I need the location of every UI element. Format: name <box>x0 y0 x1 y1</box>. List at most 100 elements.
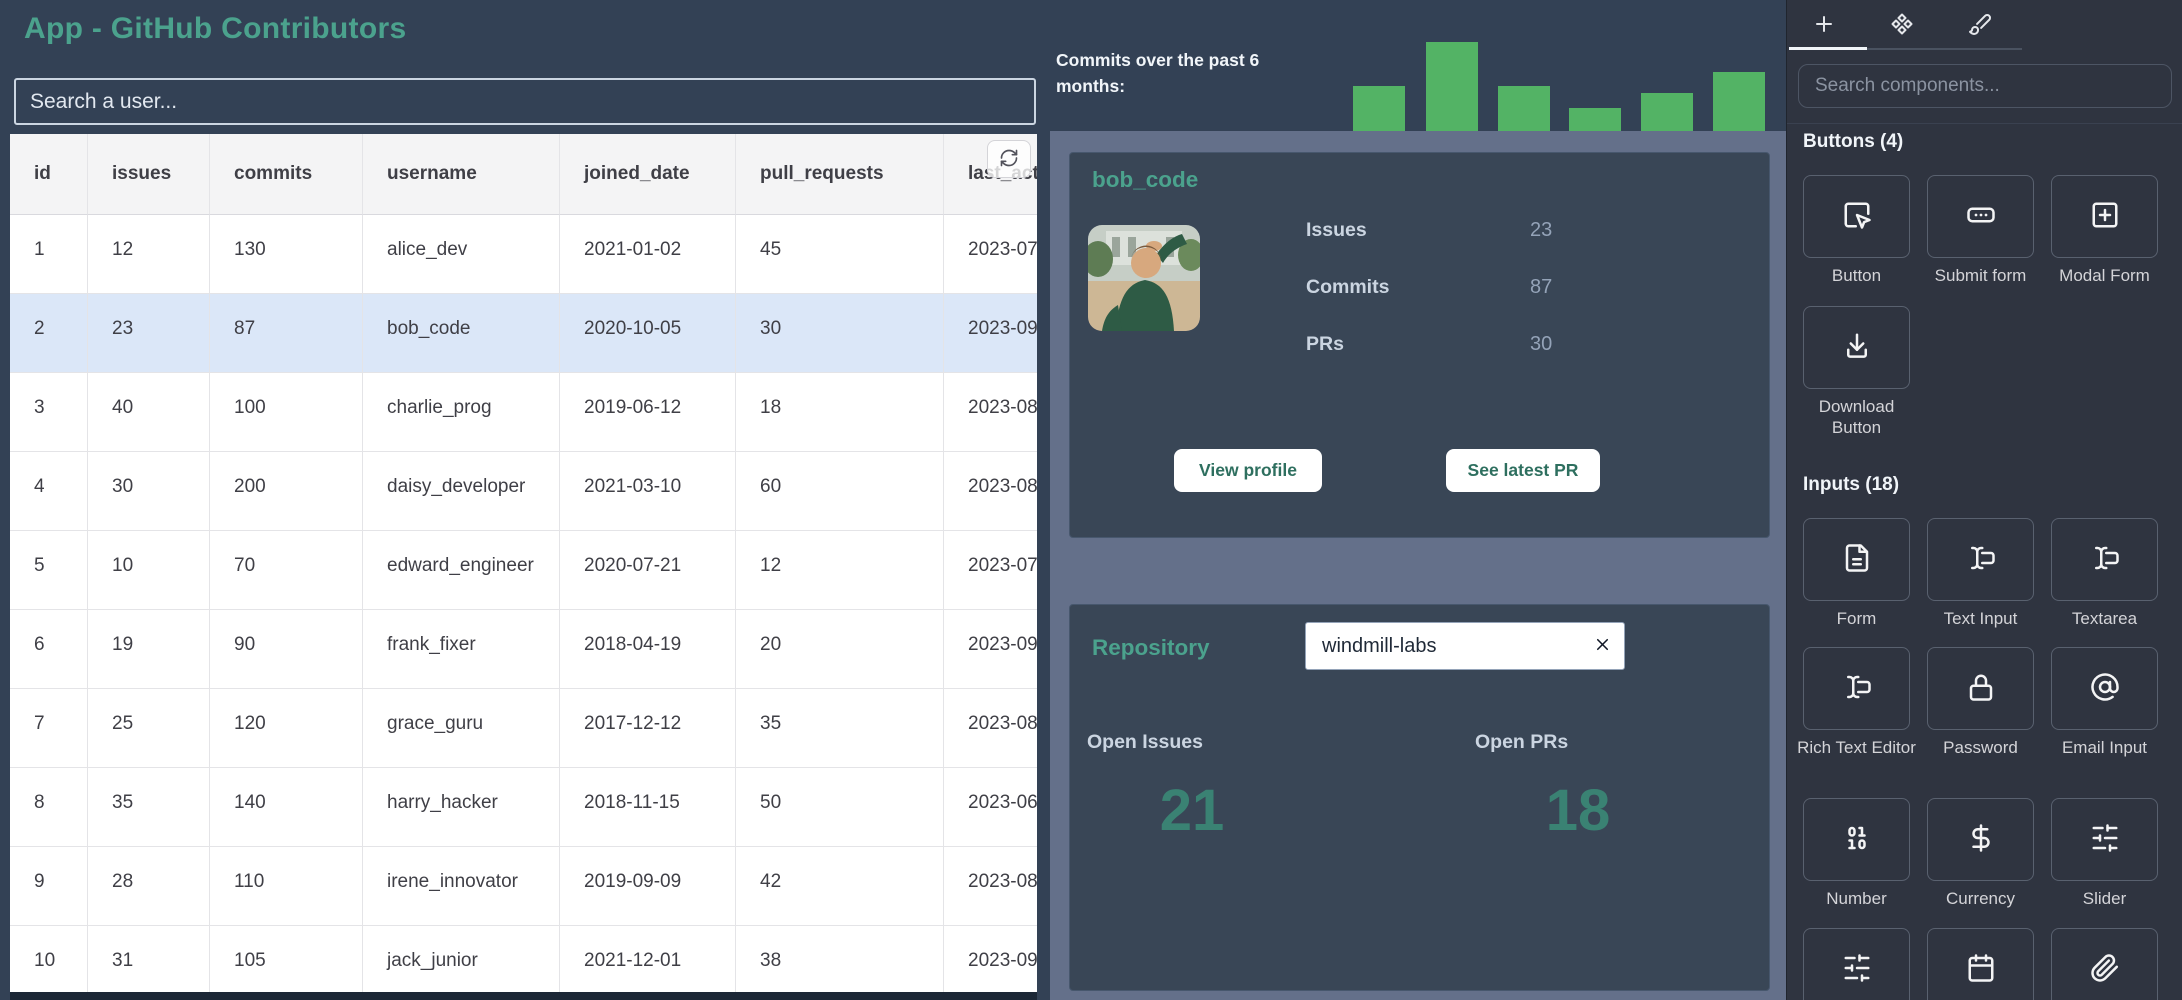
table-cell: 25 <box>88 689 210 768</box>
table-cell: bob_code <box>363 294 560 373</box>
component-card[interactable] <box>1927 928 2034 1000</box>
table-cell: 5 <box>10 531 88 610</box>
table-cell: 2021-12-01 <box>560 926 736 992</box>
bar <box>1353 86 1405 131</box>
component-label: Email Input <box>2061 738 2148 757</box>
tab-styling[interactable] <box>1967 12 1993 38</box>
table-cell: 8 <box>10 768 88 847</box>
tab-components[interactable] <box>1889 12 1915 38</box>
component-card-modal-form[interactable] <box>2051 175 2158 258</box>
component-card-download-button[interactable] <box>1803 306 1910 389</box>
text-cursor-input-icon <box>1966 543 1996 576</box>
text-cursor-input-icon <box>2090 543 2120 576</box>
table-row[interactable]: 10 31 105 jack_junior 2021-12-01 38 2023-09 <box>10 926 1037 992</box>
table-cell: 30 <box>736 294 944 373</box>
component-label: Password <box>1943 738 2018 757</box>
x-icon <box>1593 635 1612 657</box>
component-card-form[interactable] <box>1803 518 1910 601</box>
table-row[interactable]: 8 35 140 harry_hacker 2018-11-15 50 2023-06 <box>10 768 1037 847</box>
component-card-textarea[interactable] <box>2051 518 2158 601</box>
search-components-input[interactable] <box>1798 64 2172 108</box>
table-cell: charlie_prog <box>363 373 560 452</box>
dollar-icon <box>1966 823 1996 856</box>
avatar-photo-illustration <box>1088 225 1200 331</box>
table-row[interactable]: 2 23 87 bob_code 2020-10-05 30 2023-09 <box>10 294 1037 373</box>
user-card-title: bob_code <box>1092 167 1199 192</box>
square-mouse-pointer-icon <box>1842 200 1872 233</box>
table-cell: 30 <box>88 452 210 531</box>
component-card-text-input[interactable] <box>1927 518 2034 601</box>
plus-icon <box>1812 12 1836 39</box>
component-label: Text Input <box>1943 609 2018 628</box>
table-cell: 42 <box>736 847 944 926</box>
table-cell: frank_fixer <box>363 610 560 689</box>
table-cell: 2019-09-09 <box>560 847 736 926</box>
panel-divider <box>1787 123 2182 124</box>
download-icon <box>1842 331 1872 364</box>
component-label: Slider <box>2082 889 2127 908</box>
table-cell: 40 <box>88 373 210 452</box>
tab-insert[interactable] <box>1811 12 1837 38</box>
brush-icon <box>1968 12 1992 39</box>
component-card-email-input[interactable] <box>2051 647 2158 730</box>
component-card-number[interactable] <box>1803 798 1910 881</box>
table-cell: 2021-03-10 <box>560 452 736 531</box>
component-card-button[interactable] <box>1803 175 1910 258</box>
table-scrollbar-track[interactable] <box>10 992 1037 1000</box>
table-cell: 2020-10-05 <box>560 294 736 373</box>
table-cell: 1 <box>10 215 88 294</box>
shapes-icon <box>1890 12 1914 39</box>
table-cell: alice_dev <box>363 215 560 294</box>
bar <box>1641 93 1693 131</box>
component-card[interactable] <box>1803 928 1910 1000</box>
bar <box>1569 108 1621 131</box>
table-row[interactable]: 7 25 120 grace_guru 2017-12-12 35 2023-08 <box>10 689 1037 768</box>
component-card-submit-form[interactable] <box>1927 175 2034 258</box>
table-cell: 6 <box>10 610 88 689</box>
table-cell: irene_innovator <box>363 847 560 926</box>
table-cell: jack_junior <box>363 926 560 992</box>
table-cell: 2020-07-21 <box>560 531 736 610</box>
table-cell: 105 <box>210 926 363 992</box>
table-row[interactable]: 5 10 70 edward_engineer 2020-07-21 12 2023-07 <box>10 531 1037 610</box>
repository-input[interactable] <box>1305 622 1625 670</box>
clear-input-button[interactable] <box>1589 633 1615 659</box>
table-cell: 7 <box>10 689 88 768</box>
table-row[interactable]: 9 28 110 irene_innovator 2019-09-09 42 2023-08 <box>10 847 1037 926</box>
table-cell: 12 <box>88 215 210 294</box>
component-card-rich-text-editor[interactable] <box>1803 647 1910 730</box>
table-cell: 31 <box>88 926 210 992</box>
see-latest-pr-button[interactable]: See latest PR <box>1446 449 1600 492</box>
refresh-button[interactable] <box>987 140 1031 178</box>
view-profile-button[interactable]: View profile <box>1174 449 1322 492</box>
table-cell: 2023-07 <box>944 531 1037 610</box>
table-row[interactable]: 4 30 200 daisy_developer 2021-03-10 60 2023-08 <box>10 452 1037 531</box>
table-row[interactable]: 1 12 130 alice_dev 2021-01-02 45 2023-07 <box>10 215 1037 294</box>
component-label: Button <box>1831 266 1882 285</box>
component-label: Textarea <box>2071 609 2138 628</box>
component-card-password[interactable] <box>1927 647 2034 730</box>
stat-value: 30 <box>1530 333 1553 355</box>
component-card-currency[interactable] <box>1927 798 2034 881</box>
tab-strip-divider <box>1789 48 2022 50</box>
table-cell: 70 <box>210 531 363 610</box>
table-cell: 120 <box>210 689 363 768</box>
table-cell: 2023-09 <box>944 294 1037 373</box>
table-row[interactable]: 3 40 100 charlie_prog 2019-06-12 18 2023-08 <box>10 373 1037 452</box>
stat-label: Issues <box>1306 219 1367 241</box>
component-card-slider[interactable] <box>2051 798 2158 881</box>
component-card[interactable] <box>2051 928 2158 1000</box>
table-cell: 2023-09 <box>944 610 1037 689</box>
component-label: Modal Form <box>2059 266 2150 285</box>
paperclip-icon <box>2090 953 2120 986</box>
search-user-input[interactable] <box>14 78 1036 125</box>
table-cell: 18 <box>736 373 944 452</box>
table-row[interactable]: 6 19 90 frank_fixer 2018-04-19 20 2023-09 <box>10 610 1037 689</box>
table-cell: 4 <box>10 452 88 531</box>
component-label: Rich Text Editor <box>1797 738 1916 757</box>
component-label: Form <box>1836 609 1877 628</box>
table-cell: 140 <box>210 768 363 847</box>
canvas-middle-column: Commits over the past 6 months: bob_code <box>1044 0 1786 1000</box>
table-cell: 2023-07 <box>944 215 1037 294</box>
